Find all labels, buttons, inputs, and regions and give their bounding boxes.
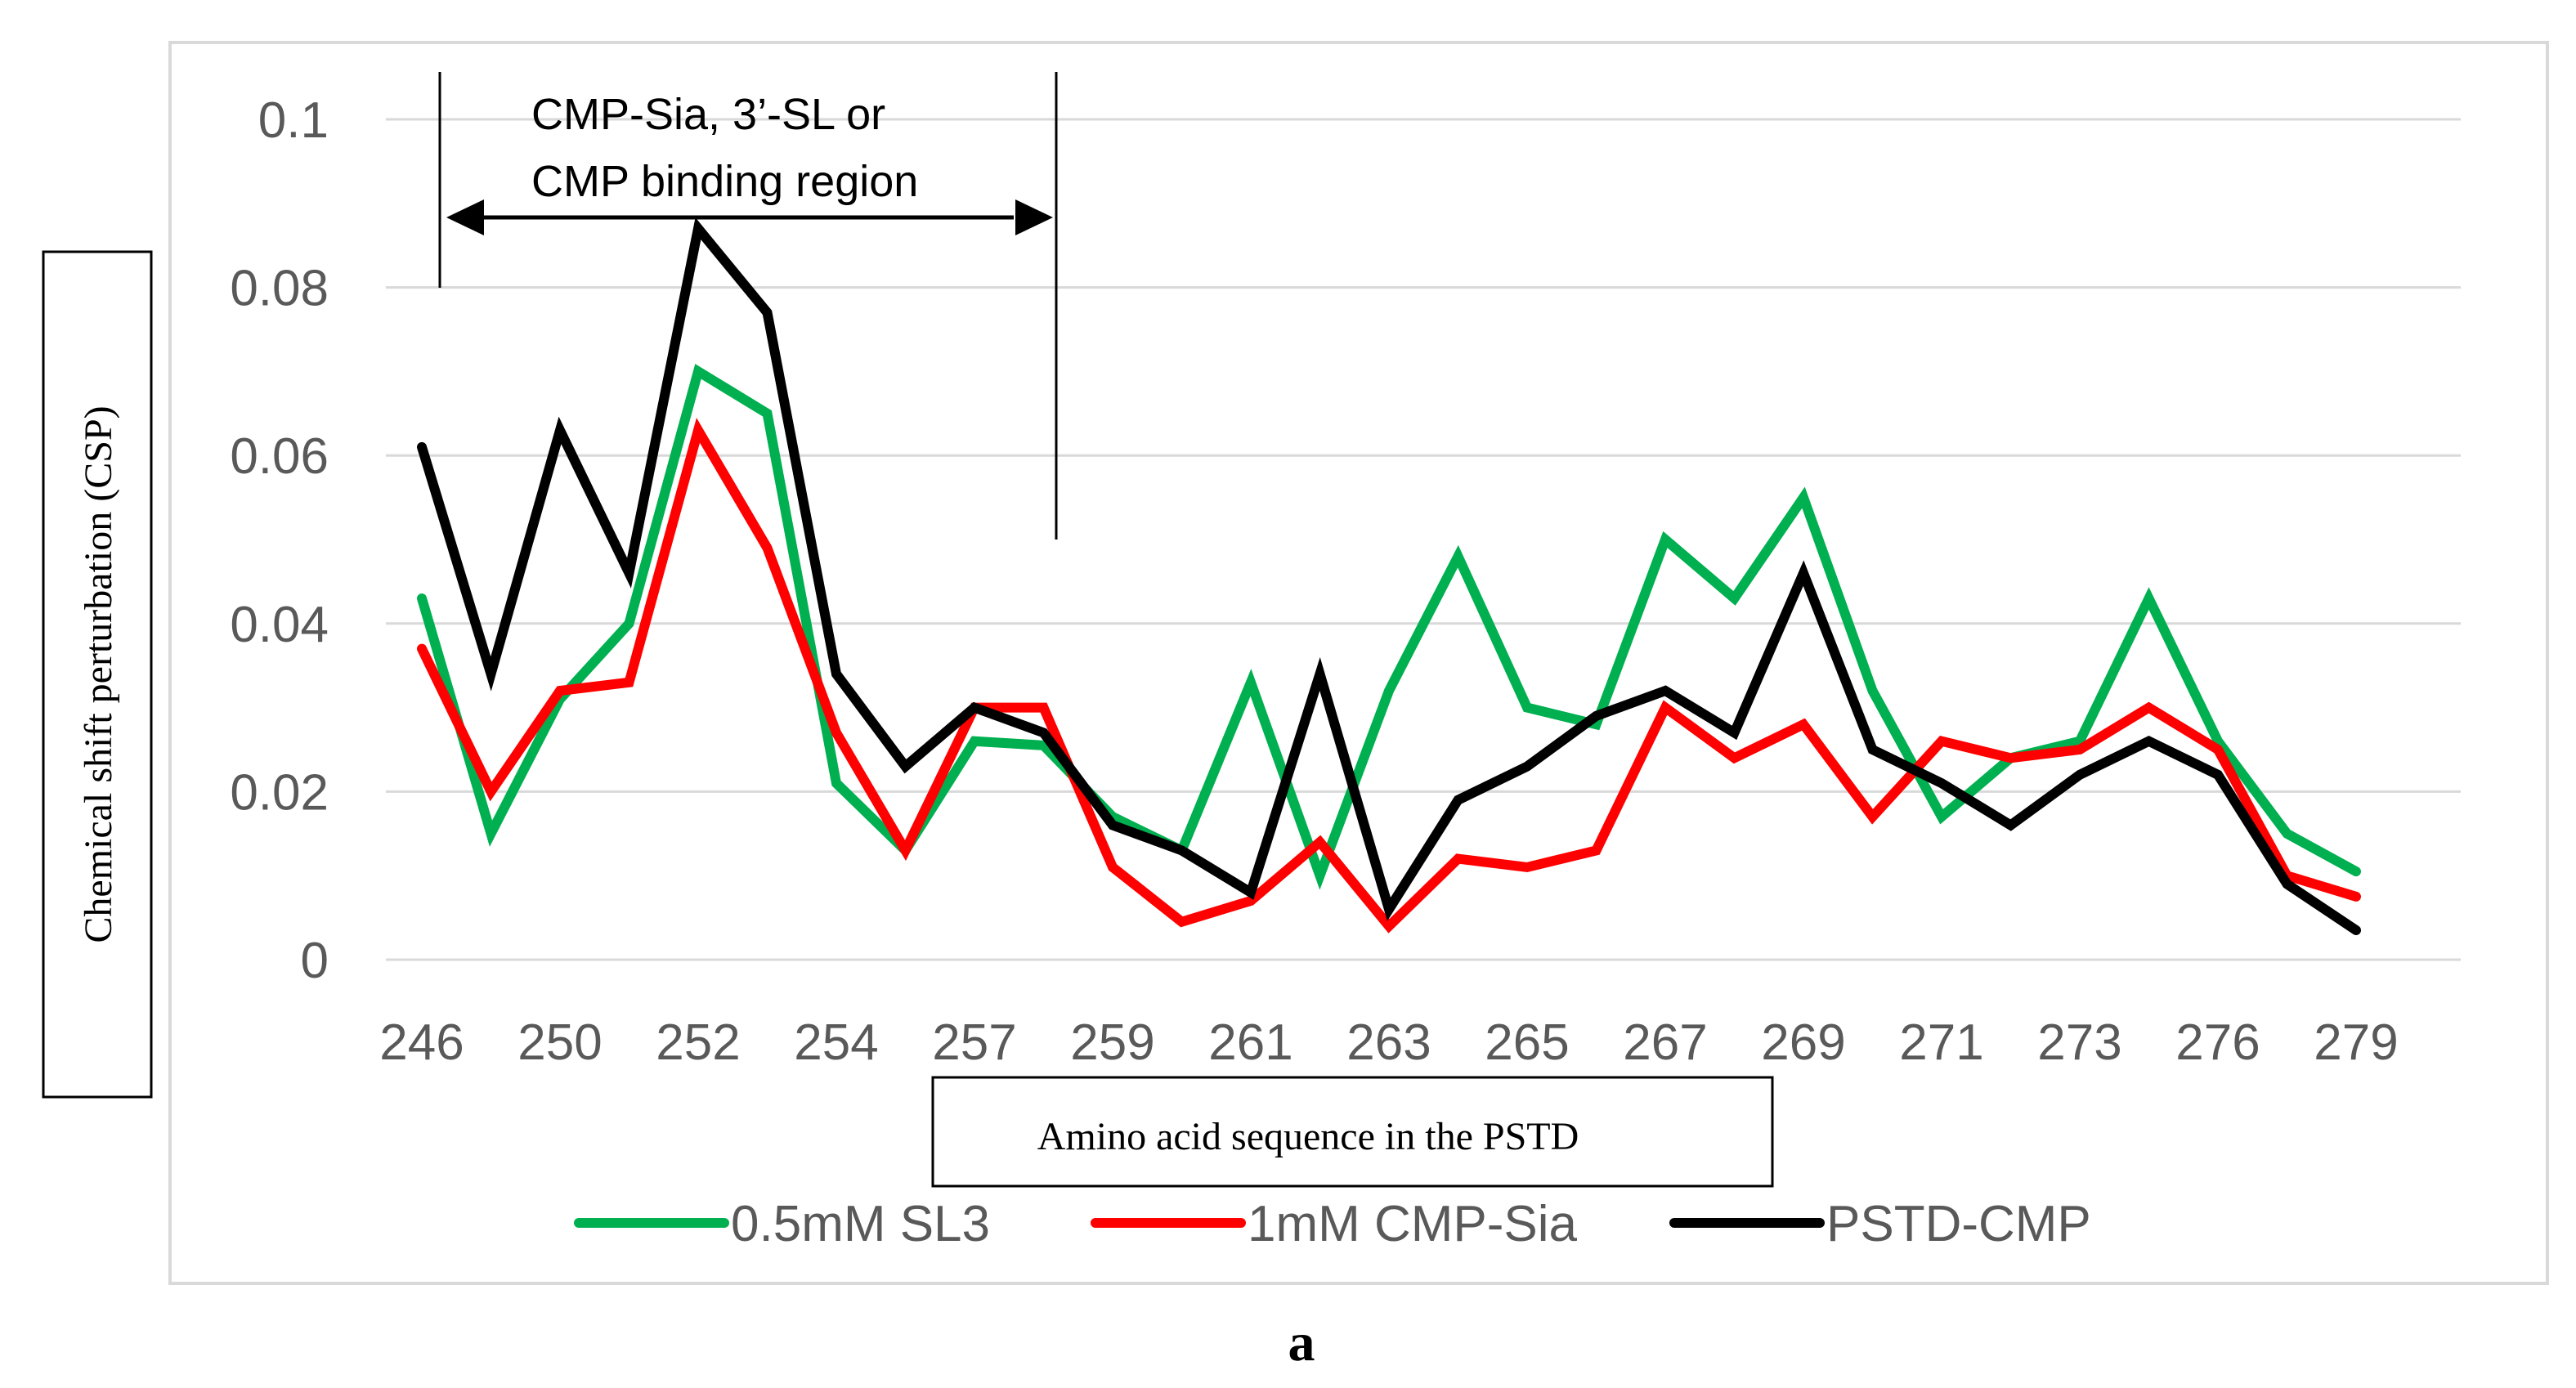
y-tick-label: 0: [301, 933, 329, 989]
legend-label: PSTD-CMP: [1826, 1196, 2091, 1252]
x-tick-label: 279: [2314, 1014, 2398, 1071]
series-line-pstd-cmp: [417, 217, 2361, 935]
x-tick-label: 261: [1208, 1014, 1292, 1071]
x-tick-label: 276: [2175, 1014, 2260, 1071]
x-tick-label: 273: [2037, 1014, 2121, 1071]
x-axis-label-box: Amino acid sequence in the PSTD: [931, 1076, 1774, 1188]
x-tick-labels: 246 250 252 254 257 259 261 263 265 267 269 271 273 2…: [379, 1014, 2398, 1071]
y-gridlines: [386, 118, 2461, 961]
y-tick-label: 0.02: [230, 764, 329, 821]
binding-region-arrow-left-head: [446, 199, 484, 235]
y-tick-label: 0.08: [230, 261, 329, 317]
figure-label: a: [1288, 1313, 1315, 1372]
x-axis-label: Amino acid sequence in the PSTD: [1037, 1115, 1579, 1158]
y-tick-label: 0.1: [258, 92, 329, 149]
x-tick-label: 265: [1485, 1014, 1569, 1071]
x-tick-label: 267: [1623, 1014, 1707, 1071]
y-axis-label: Chemical shift perturbation (CSP): [77, 405, 120, 942]
binding-region-label-line1: CMP-Sia, 3’-SL or: [531, 90, 885, 139]
legend-label: 1mM CMP-Sia: [1248, 1196, 1578, 1252]
y-tick-label: 0.04: [230, 597, 329, 653]
x-tick-label: 271: [1899, 1014, 1983, 1071]
x-tick-label: 254: [794, 1014, 878, 1071]
y-axis-label-border: [42, 250, 153, 1099]
binding-region-annotation: CMP-Sia, 3’-SL or CMP binding region: [438, 72, 1058, 540]
series-lines: [417, 217, 2361, 935]
x-axis-label-border: [931, 1076, 1774, 1188]
y-tick-labels: 0 0.02 0.04 0.06 0.08 0.1: [230, 92, 329, 989]
x-tick-label: 250: [517, 1014, 602, 1071]
y-axis-label-box: Chemical shift perturbation (CSP): [42, 250, 153, 1099]
x-tick-label: 259: [1070, 1014, 1154, 1071]
x-tick-label: 269: [1761, 1014, 1845, 1071]
binding-region-label-line2: CMP binding region: [531, 157, 918, 206]
series-line-1mm-cmp-sia: [417, 418, 2361, 934]
binding-region-arrow-right-head: [1015, 199, 1053, 235]
legend-label: 0.5mM SL3: [731, 1196, 990, 1252]
x-tick-label: 246: [379, 1014, 464, 1071]
legend: 0.5mM SL3 1mM CMP-Sia PSTD-CMP: [574, 1196, 2091, 1252]
y-tick-label: 0.06: [230, 428, 329, 485]
x-tick-label: 252: [656, 1014, 740, 1071]
x-tick-label: 263: [1346, 1014, 1431, 1071]
x-tick-label: 257: [932, 1014, 1016, 1071]
